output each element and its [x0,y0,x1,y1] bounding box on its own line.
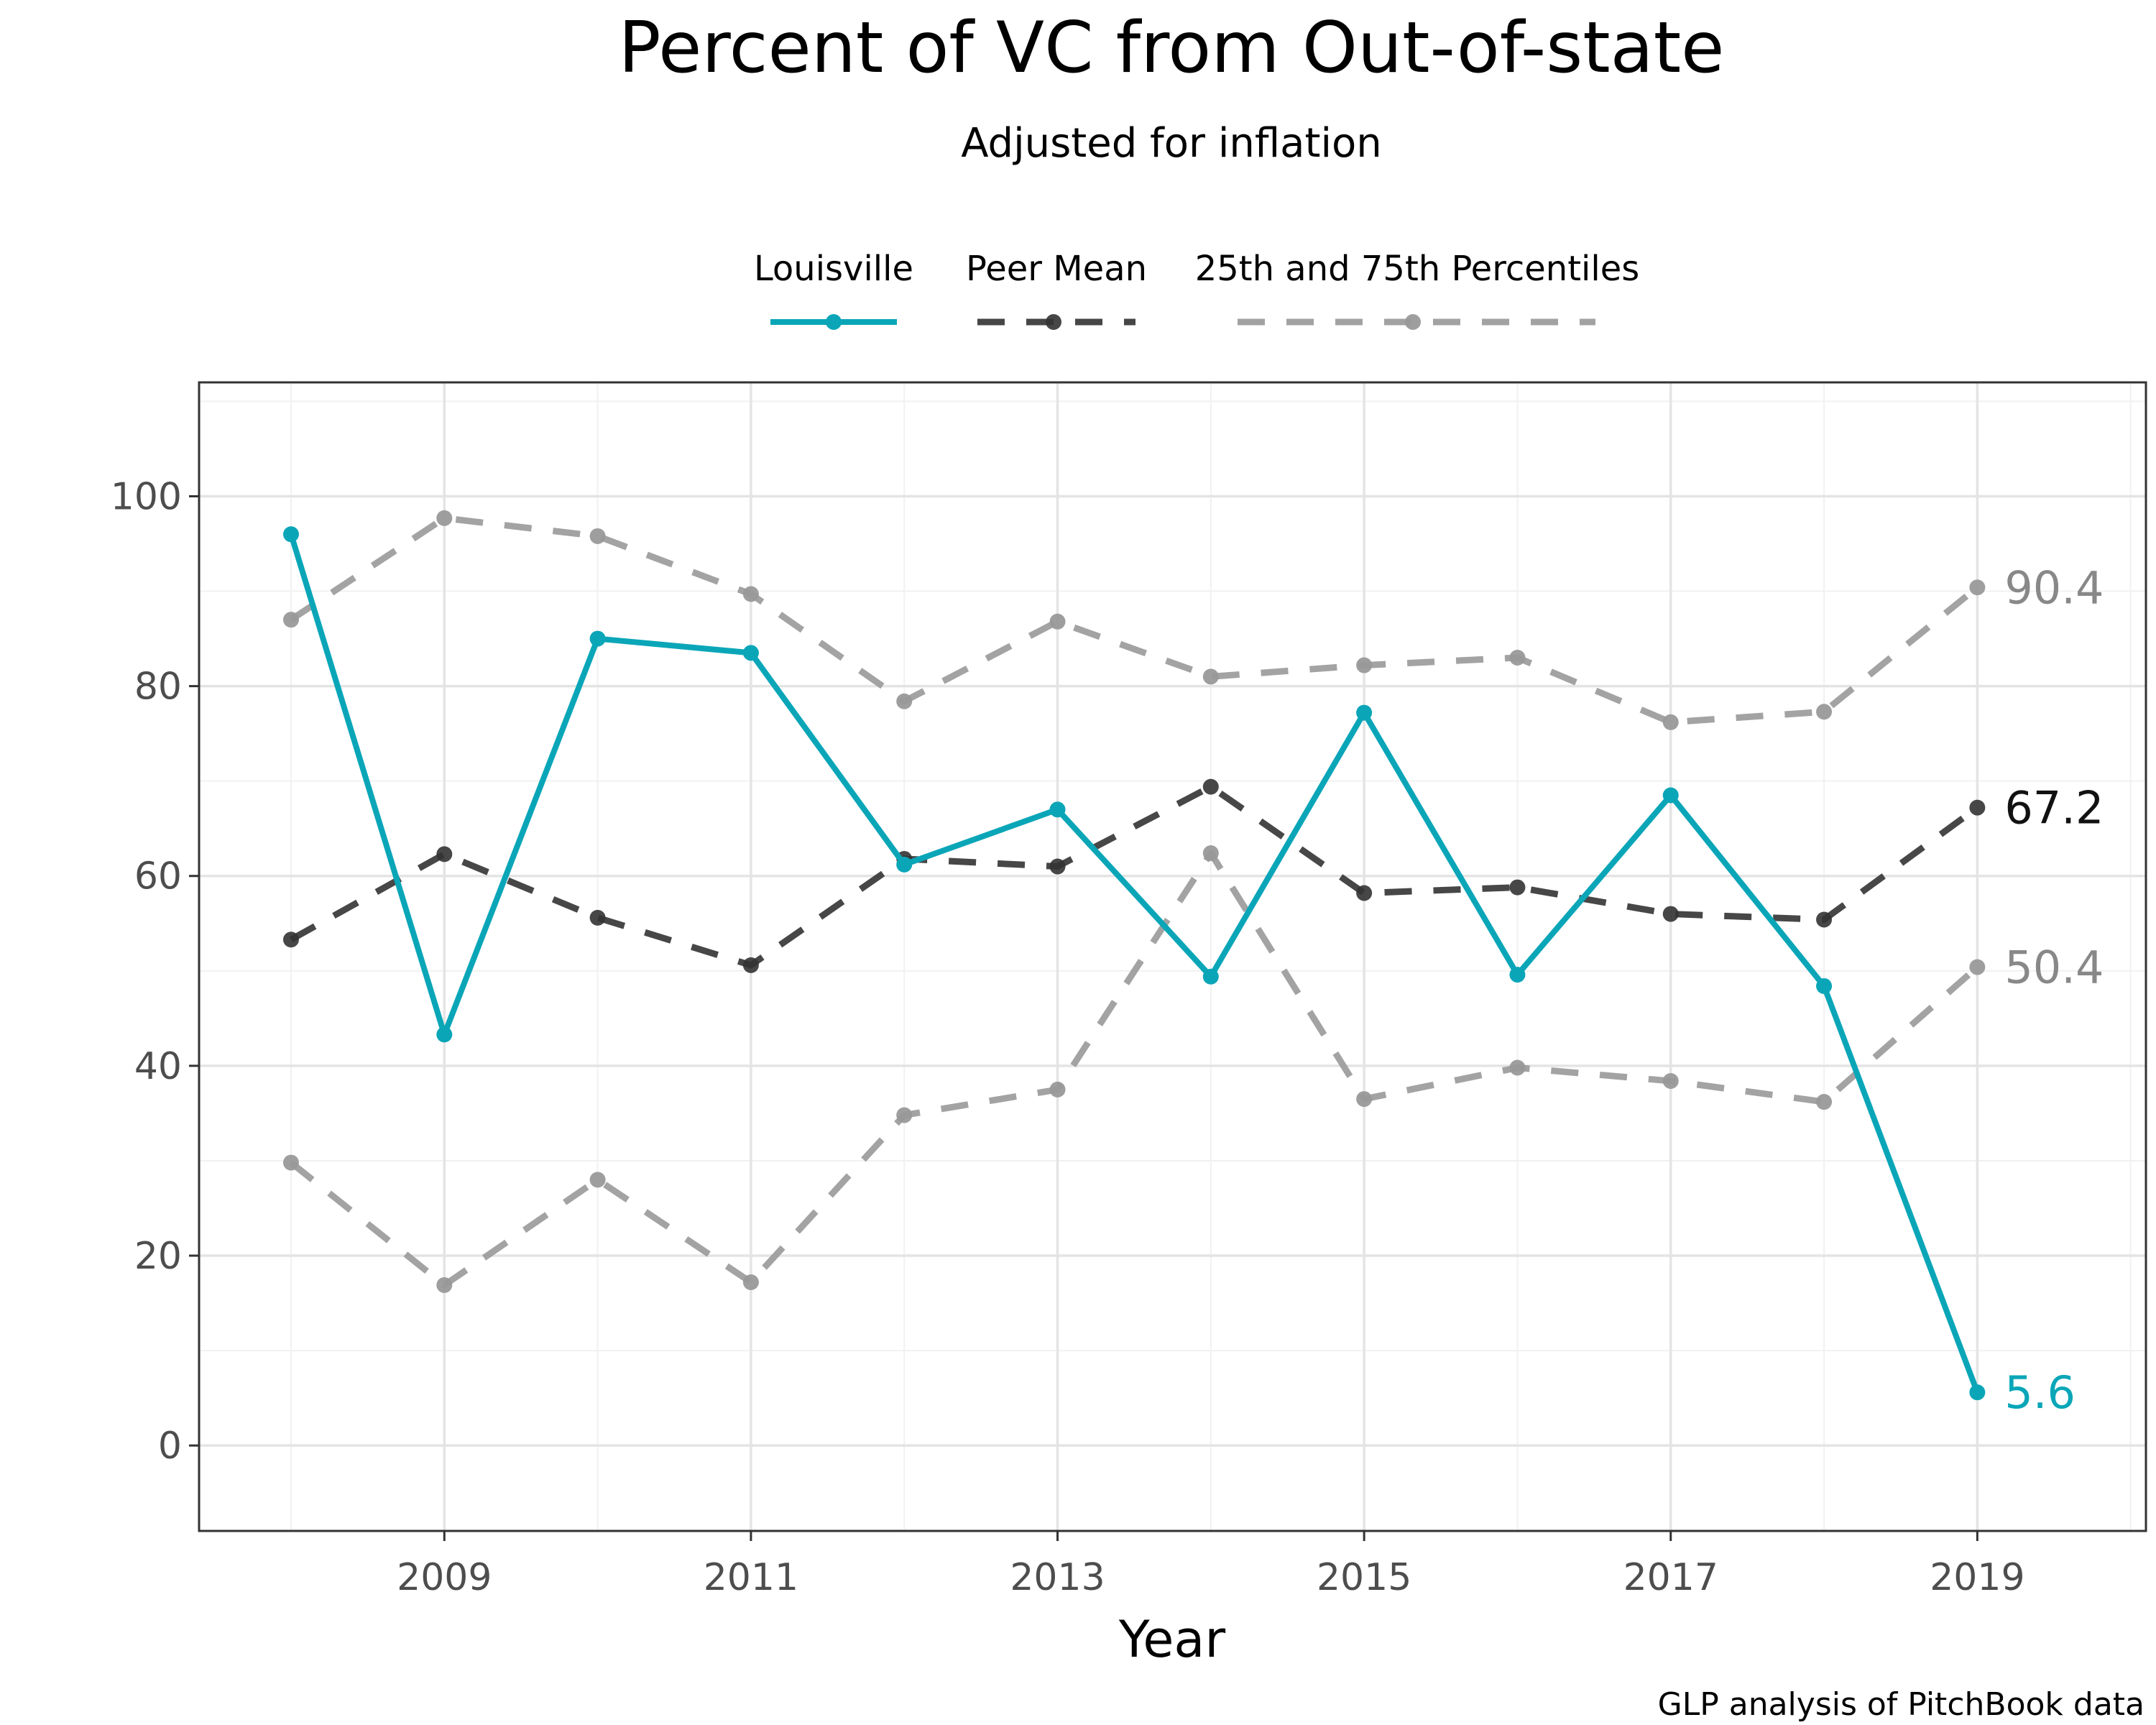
percentile-75-point [1049,613,1066,630]
y-tick-label: 60 [134,855,182,898]
plot-panel [199,382,2146,1531]
louisville-point [1202,968,1219,985]
legend-label-peer-mean: Peer Mean [966,249,1147,289]
percentile-25-point [1969,959,1986,975]
percentile-75-point [1969,579,1986,596]
louisville-point [589,630,606,647]
caption: GLP analysis of PitchBook data [1658,1686,2145,1723]
peer-mean-point [1816,911,1833,928]
x-tick-label: 2017 [1623,1556,1718,1599]
end-label-louisville: 5.6 [2004,1366,2076,1419]
x-tick-label: 2009 [397,1556,492,1599]
louisville-line [288,533,1981,1394]
louisville-point [1356,704,1373,721]
chart-subtitle: Adjusted for inflation [961,120,1382,167]
plot-border [198,381,2147,1532]
legend: Louisville Peer Mean 25th and 75th Percent… [754,249,1639,330]
peer-mean-point [589,909,606,926]
end-labels: 90.4 67.2 50.4 5.6 [2004,561,2104,1419]
peer-mean-point [742,957,759,973]
percentile-75-point [436,510,453,526]
percentile-25-line [289,850,1980,1289]
chart-title: Percent of VC from Out-of-state [619,7,1725,89]
percentile-25-point [1509,1059,1526,1076]
legend-key-percentiles-point [1405,314,1421,330]
louisville-point [1509,967,1526,983]
percentile-25-point [436,1276,453,1293]
louisville-point [742,645,759,661]
percentile-75-point [1356,657,1373,673]
percentile-25-point [1356,1091,1373,1108]
peer-mean-point [436,846,453,862]
y-tick-label: 100 [111,475,182,518]
legend-label-percentiles: 25th and 75th Percentiles [1195,249,1640,289]
peer-mean-point [1662,906,1679,922]
peer-mean-point [1356,885,1373,901]
y-tick-label: 20 [134,1235,182,1278]
louisville-point [282,526,299,543]
peer-mean-point [1509,879,1526,896]
percentile-25-point [589,1172,606,1188]
percentile-25-point [1816,1094,1833,1110]
louisville-point [1662,787,1679,804]
percentile-75-point [1816,704,1833,720]
percentile-75-point [1662,714,1679,730]
legend-key-louisville-point [826,314,842,330]
y-tick-label: 0 [158,1425,182,1468]
percentile-75-point [896,693,913,709]
x-tick-label: 2011 [704,1556,798,1599]
louisville-point [896,856,913,873]
percentile-75-point [1202,668,1219,685]
series-layer [282,510,1986,1401]
end-label-upper: 90.4 [2004,561,2104,614]
percentile-25-point [1662,1073,1679,1090]
y-tick-label: 80 [134,666,182,709]
peer-mean-point [1049,858,1066,875]
percentile-25-point [1049,1081,1066,1098]
peer-mean-point [1202,778,1219,795]
percentile-25-point [282,1154,299,1171]
legend-label-louisville: Louisville [754,249,913,289]
louisville-point [1049,801,1066,818]
percentile-25-point [742,1274,759,1290]
legend-key-peer-mean-point [1046,314,1061,330]
peer-mean-point [282,932,299,948]
louisville-point [1969,1384,1986,1401]
grid [199,382,2146,1531]
end-label-peer-mean: 67.2 [2004,782,2104,834]
percentile-75-point [1509,649,1526,666]
percentile-25-point [896,1107,913,1123]
peer-mean-line [289,783,1980,969]
x-tick-label: 2015 [1317,1556,1411,1599]
percentile-75-line [289,515,1980,726]
percentile-25-point [1202,845,1219,862]
percentile-75-point [742,586,759,602]
louisville-point [436,1026,453,1043]
y-axis: 0 20 40 60 80 100 [111,475,199,1468]
louisville-point [1816,978,1833,994]
x-tick-label: 2013 [1010,1556,1105,1599]
percentile-75-point [282,612,299,628]
percentile-75-point [589,528,606,544]
x-tick-label: 2019 [1930,1556,2024,1599]
peer-mean-point [1969,799,1986,816]
x-axis: 2009 2011 2013 2015 2017 2019 [397,1531,2025,1599]
x-axis-title: Year [1118,1610,1225,1669]
y-tick-label: 40 [134,1045,182,1088]
end-label-lower: 50.4 [2004,942,2104,994]
